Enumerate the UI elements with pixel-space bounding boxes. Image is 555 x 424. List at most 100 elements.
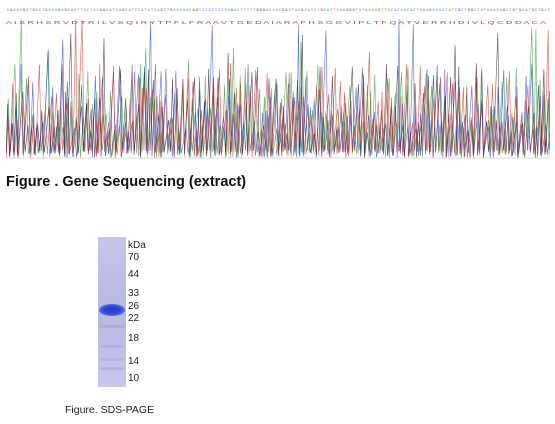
base-letter: C — [273, 9, 275, 13]
base-letter: A — [439, 9, 442, 13]
base-letter: C — [39, 9, 41, 13]
base-letter: C — [189, 9, 191, 13]
base-letter: T — [215, 9, 217, 13]
ladder-marker-label: 26 — [128, 301, 140, 312]
base-letter: T — [77, 9, 79, 13]
base-letter: C — [445, 9, 447, 13]
base-letter: C — [225, 9, 227, 13]
ladder-marker-label: 70 — [128, 252, 140, 263]
base-letter: A — [276, 9, 279, 13]
base-letter: G — [193, 9, 195, 13]
base-letter: C — [397, 9, 399, 13]
base-letter: A — [388, 9, 391, 13]
base-letter: A — [173, 9, 176, 13]
figure-caption-gene-sequencing: Figure . Gene Sequencing (extract) — [6, 174, 247, 190]
base-letter: G — [458, 9, 460, 13]
base-letter: T — [452, 9, 454, 13]
base-letter: G — [285, 9, 287, 13]
base-letter: T — [253, 9, 255, 13]
trace-T — [6, 19, 550, 159]
base-letter: A — [186, 9, 189, 13]
base-letter: G — [513, 9, 515, 13]
base-letter: C — [20, 9, 22, 13]
base-letter: A — [369, 9, 372, 13]
base-letter: G — [301, 9, 303, 13]
base-letter: C — [497, 9, 499, 13]
base-letter: G — [170, 9, 172, 13]
base-letter: A — [17, 9, 20, 13]
base-letter: T — [484, 9, 486, 13]
base-letter: T — [292, 9, 294, 13]
base-letter: A — [359, 9, 362, 13]
base-letter: C — [36, 9, 38, 13]
base-letter: G — [100, 9, 102, 13]
base-letter: C — [138, 9, 140, 13]
base-letter: A — [410, 9, 413, 13]
base-letter: C — [202, 9, 204, 13]
base-letter: G — [33, 9, 35, 13]
base-letter: A — [308, 9, 311, 13]
base-letter: A — [148, 9, 151, 13]
base-letter: A — [433, 9, 436, 13]
base-letter: A — [26, 9, 29, 13]
ladder-marker-label: 33 — [128, 288, 140, 299]
base-letter: A — [365, 9, 368, 13]
base-letter: C — [269, 9, 271, 13]
base-letter: T — [465, 9, 467, 13]
base-letter: G — [282, 9, 284, 13]
ladder-unit-label: kDa — [128, 240, 146, 251]
ladder-marker-label: 22 — [128, 313, 140, 324]
base-letter: T — [330, 9, 332, 13]
base-letter: G — [503, 9, 505, 13]
base-letter: C — [68, 9, 70, 13]
base-letter: T — [145, 9, 147, 13]
base-letter: T — [247, 9, 249, 13]
base-letter: A — [295, 9, 298, 13]
gel-faint-band — [100, 325, 124, 328]
base-letter: T — [241, 9, 243, 13]
base-letter: T — [151, 9, 153, 13]
base-letter: C — [289, 9, 291, 13]
base-letter: A — [55, 9, 58, 13]
base-letter: G — [58, 9, 60, 13]
base-letter: G — [45, 9, 47, 13]
base-letter: C — [337, 9, 339, 13]
base-letter: G — [519, 9, 521, 13]
base-letter: C — [221, 9, 223, 13]
base-letter: C — [87, 9, 89, 13]
base-letter: T — [381, 9, 383, 13]
base-letter: T — [548, 9, 550, 13]
base-letter: G — [349, 9, 351, 13]
base-letter: A — [157, 9, 160, 13]
ladder-marker-label: 14 — [128, 356, 140, 367]
base-letter: A — [71, 9, 74, 13]
base-letter: A — [13, 9, 16, 13]
base-letter: T — [42, 9, 44, 13]
base-letter: A — [493, 9, 496, 13]
base-letter: C — [522, 9, 524, 13]
base-letter: G — [532, 9, 534, 13]
base-letter: G — [541, 9, 543, 13]
base-letter: C — [305, 9, 307, 13]
base-letter: A — [74, 9, 77, 13]
base-letter: C — [324, 9, 326, 13]
base-letter: G — [196, 9, 198, 13]
trace-A — [6, 19, 550, 159]
base-letter: T — [362, 9, 364, 13]
base-letter: A — [481, 9, 484, 13]
base-letter: A — [375, 9, 378, 13]
base-letter: A — [426, 9, 429, 13]
base-letter: C — [442, 9, 444, 13]
gel-target-band — [99, 304, 125, 316]
base-letter: C — [474, 9, 476, 13]
base-letter: A — [525, 9, 528, 13]
base-letter: A — [343, 9, 346, 13]
base-letter: A — [340, 9, 343, 13]
base-letter: C — [455, 9, 457, 13]
base-letter: G — [346, 9, 348, 13]
base-letter: C — [535, 9, 537, 13]
base-letter: T — [538, 9, 540, 13]
base-letter: A — [394, 9, 397, 13]
base-letter: G — [263, 9, 265, 13]
